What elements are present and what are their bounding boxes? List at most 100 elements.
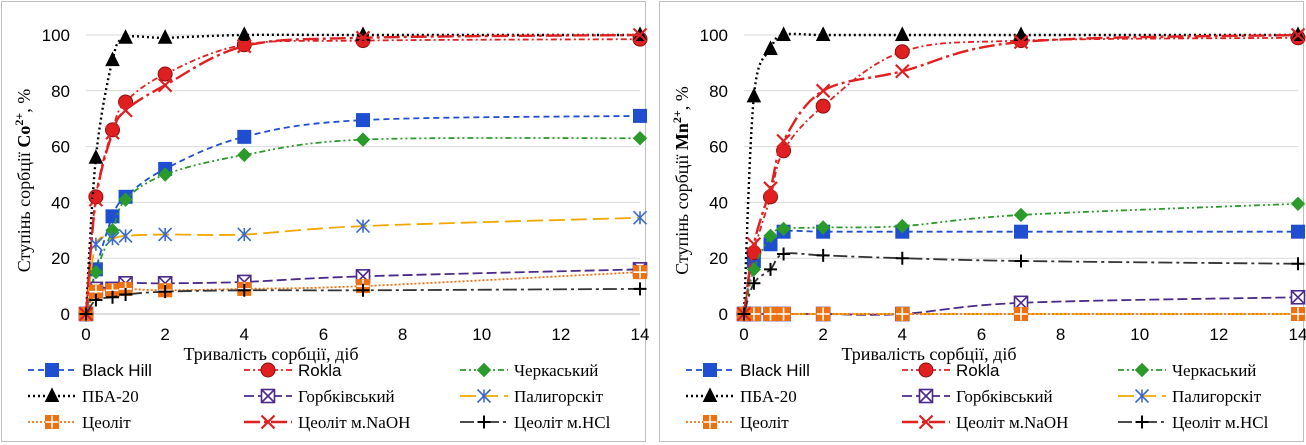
co-xtick-label: 0 (81, 325, 90, 344)
mn-point-8-3 (777, 247, 791, 261)
co-legend-marker-8 (477, 415, 491, 429)
mn-series-line-7 (742, 33, 1299, 315)
co-point-8-3 (119, 287, 133, 301)
mn-point-6-4 (816, 307, 831, 321)
co-series-7 (78, 27, 648, 322)
mn-legend-entry-1: Rokla (902, 361, 1000, 380)
co-legend-label-3: ПБА-20 (82, 387, 139, 406)
mn-legend-marker-5 (1134, 388, 1150, 404)
mn-point-8-4 (816, 248, 830, 262)
mn-point-2-4 (815, 220, 831, 235)
mn-point-7-6 (1013, 34, 1029, 50)
mn-legend-marker-3 (702, 387, 718, 402)
co-legend-marker-3 (44, 387, 60, 402)
mn-ytick-label: 40 (709, 193, 728, 212)
mn-legend-label-7: Цеоліт м.NaOH (956, 413, 1068, 432)
co-series-2 (78, 131, 648, 322)
co-ytick-label: 60 (51, 138, 70, 157)
mn-legend-entry-0: Black Hill (686, 361, 810, 380)
co-legend-label-5: Палигорскіт (514, 387, 604, 406)
co-legend-entry-2: Черкаський (460, 361, 598, 380)
mn-point-3-1 (746, 87, 762, 103)
mn-xtick-label: 4 (898, 325, 907, 344)
co-ytick-label: 40 (51, 193, 70, 212)
co-point-2-7 (632, 131, 648, 146)
mn-point-1-4 (815, 98, 831, 114)
mn-point-8-0 (737, 307, 751, 321)
co-legend-marker-1 (260, 362, 276, 378)
co-series-line-2 (85, 137, 641, 315)
co-point-5-6 (355, 219, 371, 234)
co-point-3-2 (105, 51, 120, 67)
co-series-5 (78, 210, 648, 322)
co-y-axis-title: Ступінь сорбції Co2+, % (12, 89, 34, 273)
co-point-7-7 (632, 27, 648, 43)
co-legend-label-6: Цеоліт (82, 413, 131, 432)
co-point-5-7 (632, 210, 648, 225)
co-legend-marker-7 (260, 414, 276, 430)
co-ytick-label: 20 (51, 249, 70, 268)
co-ytick-label: 80 (51, 82, 70, 101)
mn-legend-entry-3: ПБА-20 (686, 387, 797, 406)
co-point-5-2 (105, 231, 120, 246)
mn-point-2-2 (763, 228, 778, 244)
co-legend-entry-3: ПБА-20 (28, 387, 139, 406)
co-point-1-2 (105, 122, 121, 138)
co-legend-label-8: Цеоліт м.HCl (514, 413, 611, 432)
mn-point-3-3 (776, 26, 791, 41)
co-point-2-4 (157, 167, 173, 182)
co-xtick-label: 8 (398, 325, 407, 344)
mn-legend-entry-2: Черкаський (1118, 361, 1256, 380)
mn-point-0-6 (1014, 224, 1028, 239)
co-x-axis-title: Тривалість сорбції, діб (184, 344, 359, 364)
co-legend-entry-4: Горбківський (244, 387, 395, 406)
co-legend-marker-6 (45, 415, 59, 429)
mn-ytick-label: 60 (709, 138, 728, 157)
co-series-8 (79, 282, 647, 321)
co-point-2-3 (118, 192, 133, 207)
mn-point-7-1 (746, 236, 762, 252)
co-legend-label-7: Цеоліт м.NaOH (298, 413, 410, 432)
mn-xtick-label: 10 (1130, 325, 1149, 344)
co-point-3-3 (118, 29, 133, 44)
co-point-2-5 (237, 147, 252, 163)
mn-point-8-6 (1014, 254, 1028, 268)
mn-point-0-7 (1291, 224, 1305, 239)
co-legend-label-0: Black Hill (82, 361, 152, 380)
mn-series-8 (737, 247, 1305, 321)
co-point-3-5 (236, 26, 252, 41)
co-point-7-6 (355, 30, 371, 46)
mn-xtick-label: 6 (977, 325, 986, 344)
mn-point-7-3 (776, 133, 791, 149)
co-legend-entry-7: Цеоліт м.NaOH (244, 413, 410, 432)
mn-point-3-4 (815, 26, 831, 41)
mn-point-2-6 (1013, 207, 1029, 223)
mn-point-8-1 (747, 276, 761, 290)
co-point-7-4 (157, 77, 173, 93)
mn-legend-marker-0 (703, 363, 717, 377)
chart-panel-manganese: 0 20 40 60 80 100 0 2 4 6 8 10 12 14 Тривалість сорбці… (659, 1, 1306, 442)
mn-series-line-3 (742, 32, 1298, 315)
co-legend-label-4: Горбківський (298, 387, 395, 406)
co-point-8-2 (106, 290, 120, 304)
mn-point-7-2 (763, 181, 778, 196)
mn-series-1 (736, 30, 1306, 322)
co-point-0-6 (356, 113, 370, 128)
co-xtick-label: 12 (551, 325, 570, 344)
mn-point-7-7 (1290, 27, 1306, 43)
co-ytick-label: 0 (61, 305, 70, 324)
co-point-8-0 (79, 307, 93, 321)
mn-series-3 (736, 26, 1306, 320)
co-ytick-label: 100 (42, 26, 70, 45)
co-point-7-5 (237, 38, 252, 54)
co-xtick-label: 2 (160, 325, 169, 344)
co-legend-entry-0: Black Hill (28, 361, 152, 380)
mn-point-1-5 (894, 44, 910, 60)
co-legend-entry-8: Цеоліт м.HCl (460, 413, 611, 432)
co-legend-marker-4 (260, 388, 276, 404)
mn-x-axis-title: Тривалість сорбції, діб (842, 344, 1017, 364)
co-point-3-1 (88, 149, 104, 164)
co-point-8-6 (356, 283, 370, 297)
co-point-5-3 (118, 228, 133, 243)
